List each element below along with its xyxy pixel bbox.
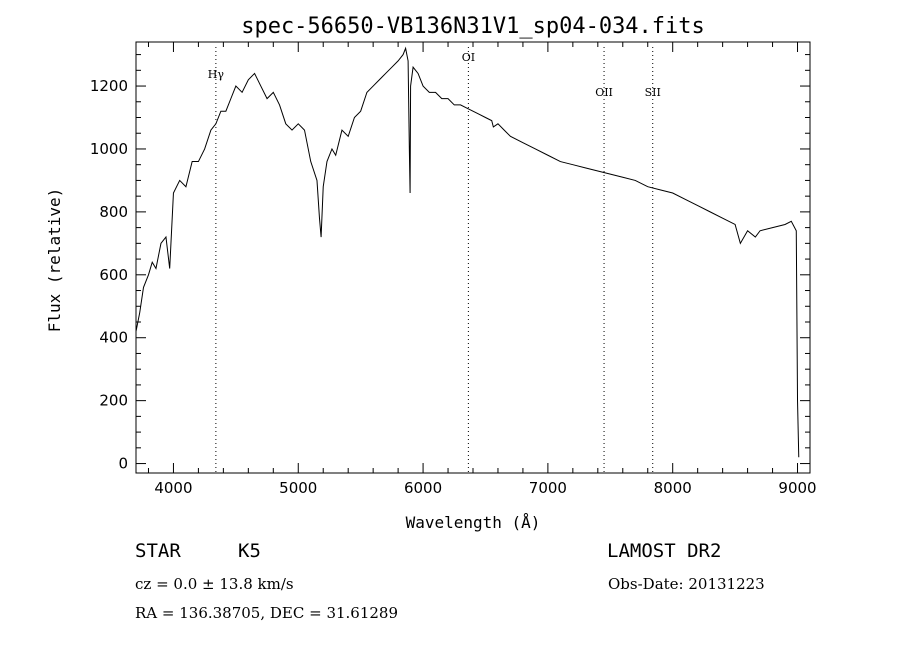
- y-tick-label: 1000: [90, 140, 128, 158]
- plot-frame: [135, 41, 811, 474]
- x-tick-label: 6000: [404, 479, 442, 497]
- spectral-line-label: Hγ: [208, 68, 225, 81]
- chart-title: spec-56650-VB136N31V1_sp04-034.fits: [241, 14, 705, 39]
- y-tick-label: 0: [118, 455, 128, 473]
- y-tick-label: 1200: [90, 77, 128, 95]
- object-class: STAR: [135, 540, 181, 562]
- spectral-line-label: OII: [595, 86, 613, 99]
- x-tick-label: 7000: [529, 479, 567, 497]
- object-subclass: K5: [238, 540, 261, 562]
- spectral-line-label: OI: [462, 51, 475, 64]
- y-tick-label: 800: [99, 203, 128, 221]
- obs-date: Obs-Date: 20131223: [608, 575, 765, 593]
- spectrum-line: [135, 46, 800, 458]
- plot-area: 4000 5000 6000 7000 8000 9000 0 200 400 600 800 100…: [90, 41, 817, 497]
- x-tick-label: 5000: [279, 479, 317, 497]
- x-axis-label: Wavelength (Å): [406, 513, 541, 532]
- y-axis-label: Flux (relative): [45, 188, 64, 333]
- x-tick-label: 4000: [154, 479, 192, 497]
- data-release: LAMOST DR2: [607, 540, 722, 562]
- ra-dec: RA = 136.38705, DEC = 31.61289: [135, 604, 399, 622]
- y-tick-label: 200: [99, 392, 128, 410]
- x-tick-label: 8000: [654, 479, 692, 497]
- spectral-line-label: SII: [645, 86, 661, 99]
- redshift-cz: cz = 0.0 ± 13.8 km/s: [135, 575, 294, 593]
- y-tick-label: 600: [99, 266, 128, 284]
- x-tick-label: 9000: [778, 479, 816, 497]
- y-tick-label: 400: [99, 329, 128, 347]
